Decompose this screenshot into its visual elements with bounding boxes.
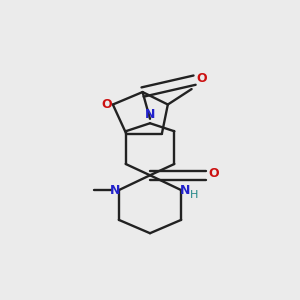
Text: N: N <box>180 184 190 196</box>
Text: O: O <box>101 98 112 111</box>
Text: O: O <box>197 72 207 85</box>
Text: N: N <box>110 184 120 196</box>
Text: H: H <box>190 190 198 200</box>
Text: O: O <box>208 167 219 180</box>
Text: N: N <box>145 108 155 121</box>
